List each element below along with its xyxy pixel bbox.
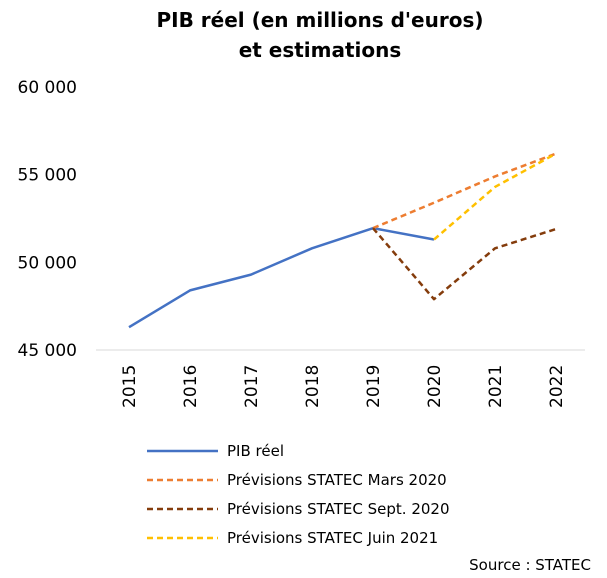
legend-label-3: Prévisions STATEC Juin 2021 [227, 529, 438, 547]
legend: PIB réel Prévisions STATEC Mars 2020 Prévi… [147, 442, 450, 547]
series-line-3 [433, 152, 557, 241]
legend-label-1: Prévisions STATEC Mars 2020 [227, 471, 447, 489]
legend-label-0: PIB réel [227, 442, 284, 460]
x-tick-label: 2021 [486, 365, 506, 408]
x-tick-label: 2016 [181, 365, 201, 408]
chart-subtitle: et estimations [239, 38, 402, 62]
y-tick-label: 50 000 [18, 253, 77, 273]
x-tick-label: 2015 [120, 365, 140, 408]
series-layer [128, 152, 557, 329]
source-note: Source : STATEC [469, 556, 591, 574]
x-tick-label: 2022 [547, 365, 567, 408]
y-tick-label: 45 000 [18, 341, 77, 361]
series-line-1 [372, 152, 557, 230]
x-tick-label: 2020 [425, 365, 445, 408]
y-tick-label: 55 000 [18, 166, 77, 186]
series-line-2 [372, 227, 557, 301]
y-tick-label: 60 000 [18, 78, 77, 98]
series-line-0 [128, 226, 435, 329]
legend-label-2: Prévisions STATEC Sept. 2020 [227, 500, 450, 518]
axis-layer: 45 000 50 000 55 000 60 000 2015 2016 2017 2018… [18, 78, 585, 408]
x-tick-label: 2017 [242, 365, 262, 408]
x-tick-label: 2018 [303, 365, 323, 408]
x-tick-label: 2019 [364, 365, 384, 408]
chart-title: PIB réel (en millions d'euros) [156, 8, 483, 32]
